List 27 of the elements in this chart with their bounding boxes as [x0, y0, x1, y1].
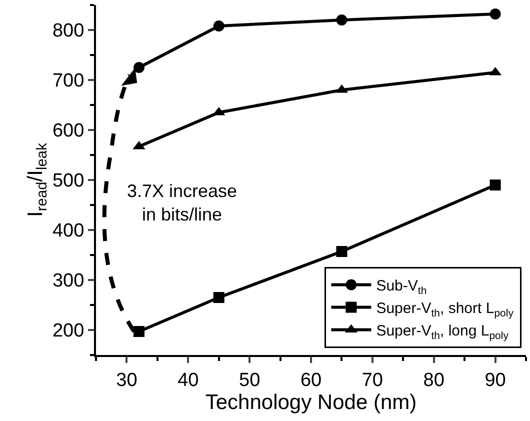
- x-tick-label: 90: [484, 370, 506, 391]
- x-tick-label: 60: [300, 370, 322, 391]
- x-tick-label: 70: [362, 370, 383, 391]
- x-tick-label: 50: [239, 370, 260, 391]
- y-tick-label: 200: [52, 320, 84, 342]
- x-tick-label: 80: [423, 370, 444, 391]
- legend-label: Super-V$_{th}$, short L$_{poly}$: [376, 300, 514, 320]
- point: [490, 8, 501, 20]
- legend-label: Sub-V$_{th}$: [376, 278, 427, 297]
- annotation: 3.7X increase in bits/line: [127, 181, 238, 224]
- x-tick-label: 30: [116, 370, 138, 391]
- point: [134, 326, 144, 337]
- y-tick-label: 800: [52, 20, 84, 42]
- x-axis-title: Technology Node (nm): [205, 390, 417, 414]
- y-tick-label: 700: [52, 70, 84, 92]
- point: [490, 180, 501, 190]
- point: [336, 14, 348, 26]
- x-tick-label: 40: [178, 370, 199, 391]
- point: [134, 62, 144, 73]
- y-tick-label: 400: [52, 220, 84, 242]
- legend-label: Super-V$_{th}$, long L$_{poly}$: [376, 322, 510, 342]
- y-tick-label: 500: [52, 170, 84, 192]
- y-tick-label: 600: [52, 120, 84, 142]
- point: [213, 292, 224, 303]
- y-tick-label: 300: [52, 270, 84, 292]
- point: [336, 246, 348, 257]
- point: [213, 20, 224, 32]
